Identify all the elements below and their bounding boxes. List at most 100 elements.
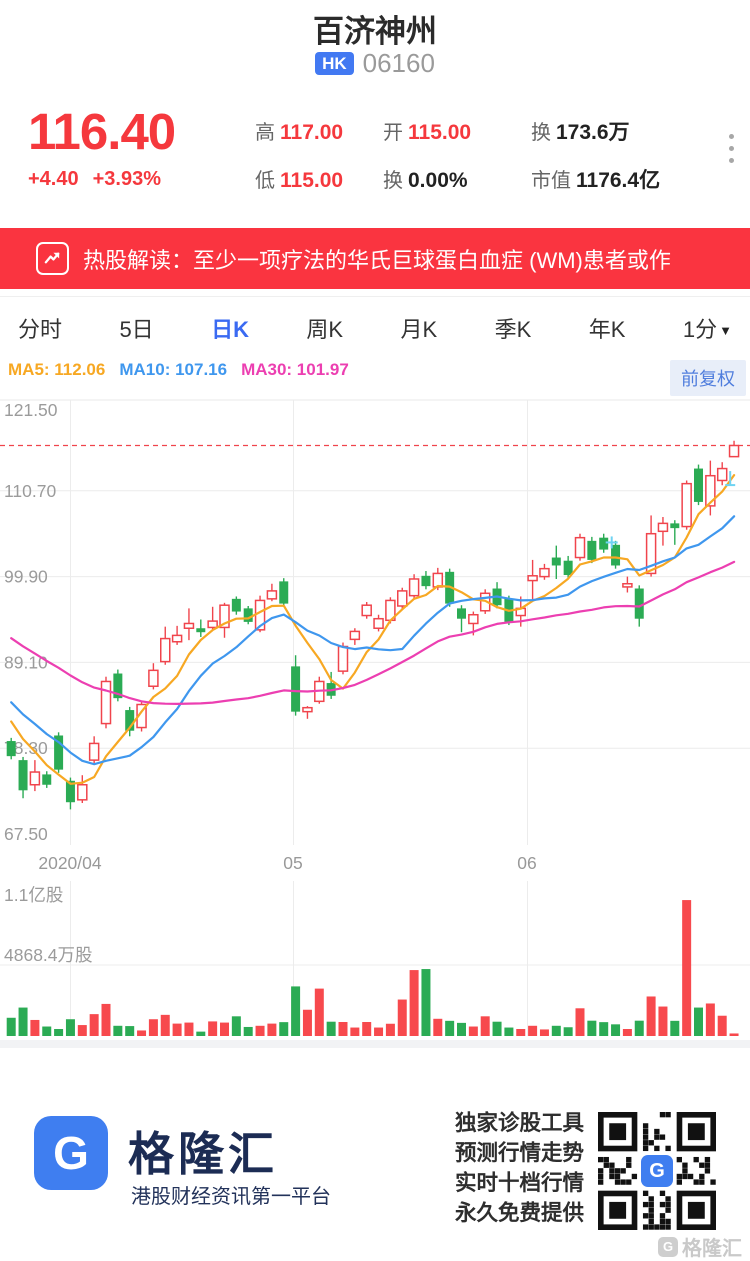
stat-market-cap: 市值 1176.4亿 bbox=[531, 164, 715, 194]
volume-bar bbox=[694, 1007, 703, 1036]
candle bbox=[171, 634, 183, 643]
volume-bar bbox=[397, 999, 407, 1036]
volume-bar bbox=[658, 1006, 668, 1036]
volume-bar bbox=[302, 1009, 312, 1036]
kline-svg: 121.50110.7099.9089.1078.3067.501.1亿股486… bbox=[0, 399, 750, 1036]
promo-line: 实时十档行情 bbox=[455, 1171, 585, 1195]
qr-center-logo: G bbox=[639, 1153, 675, 1189]
tab-minute[interactable]: 分时 bbox=[18, 317, 63, 342]
stat-label: 市值 bbox=[531, 170, 571, 192]
tab-yearly-k[interactable]: 年K bbox=[588, 317, 626, 342]
volume-bar bbox=[113, 1025, 123, 1036]
volume-tick-label: 1.1亿股 bbox=[4, 885, 63, 905]
stat-open: 开 115.00 bbox=[383, 116, 531, 146]
price-change: +4.40 +3.93% bbox=[28, 168, 175, 191]
candle bbox=[219, 604, 230, 629]
volume-bar bbox=[563, 1027, 573, 1036]
candle bbox=[457, 608, 466, 619]
candle bbox=[18, 760, 28, 791]
tab-monthly-k[interactable]: 月K bbox=[400, 317, 438, 342]
kline-chart[interactable]: 121.50 110.70 99.90 89.10 78.30 67.50 1.1亿股 486… bbox=[0, 398, 750, 1040]
brand-name: 格隆汇 bbox=[128, 1128, 278, 1180]
candle bbox=[148, 669, 159, 687]
volume-bar bbox=[231, 1016, 241, 1036]
volume-bar bbox=[42, 1026, 52, 1036]
tab-daily-k[interactable]: 日K bbox=[211, 317, 249, 342]
candle bbox=[231, 598, 241, 612]
volume-tick-label: 4868.4万股 bbox=[4, 945, 93, 965]
volume-bar bbox=[717, 1015, 727, 1036]
forward-adjust-button[interactable]: 前复权 bbox=[670, 360, 746, 396]
candle bbox=[88, 742, 100, 761]
interval-label: 1分 bbox=[682, 317, 718, 342]
ma30-value: MA30: 101.97 bbox=[241, 360, 349, 379]
promo-text: 独家诊股工具 预测行情走势 实时十档行情 永久免费提供 bbox=[455, 1108, 584, 1228]
ma-legend: MA5: 112.06 MA10: 107.16 MA30: 101.97 bbox=[8, 360, 349, 380]
tab-weekly-k[interactable]: 周K bbox=[306, 317, 344, 342]
candle bbox=[539, 567, 550, 578]
volume-bar bbox=[160, 1014, 170, 1036]
volume-bar bbox=[137, 1030, 147, 1036]
candle bbox=[645, 532, 657, 575]
candle bbox=[694, 468, 703, 502]
candle bbox=[599, 537, 609, 550]
tab-interval-dropdown[interactable]: 1分 ▼ bbox=[683, 312, 732, 344]
volume-bar bbox=[362, 1021, 372, 1036]
candle bbox=[183, 622, 195, 629]
stat-turnover-rate: 换 0.00% bbox=[383, 164, 531, 194]
volume-bar bbox=[243, 1026, 253, 1036]
stat-low: 低 115.00 bbox=[255, 164, 383, 194]
volume-bar bbox=[89, 1014, 99, 1036]
candle bbox=[65, 780, 75, 803]
candle bbox=[243, 608, 253, 622]
market-badge: HK bbox=[315, 52, 354, 75]
volume-bar bbox=[622, 1028, 632, 1036]
ma-line bbox=[10, 560, 736, 705]
stat-turnover-shares: 换 173.6万 bbox=[531, 116, 715, 146]
volume-bar bbox=[433, 1018, 443, 1036]
volume-bar bbox=[65, 1019, 75, 1036]
stat-label: 开 bbox=[383, 122, 403, 144]
volume-bar bbox=[457, 1022, 466, 1036]
chevron-down-icon: ▼ bbox=[719, 323, 732, 338]
promo-line: 预测行情走势 bbox=[455, 1141, 585, 1165]
stat-label: 换 bbox=[383, 170, 403, 192]
hot-news-text: 热股解读：至少一项疗法的华氏巨球蛋白血症 (WM)患者或作 bbox=[83, 247, 671, 273]
volume-bar bbox=[77, 1025, 87, 1036]
tab-quarterly-k[interactable]: 季K bbox=[494, 317, 532, 342]
volume-bar bbox=[409, 970, 419, 1036]
volume-bar bbox=[445, 1020, 455, 1036]
volume-bar bbox=[125, 1026, 135, 1036]
volume-bar bbox=[705, 1003, 715, 1036]
volume-bar bbox=[291, 986, 301, 1036]
volume-bar bbox=[551, 1025, 561, 1036]
volume-bar bbox=[196, 1031, 206, 1036]
candle bbox=[728, 444, 740, 458]
price-tick-label: 67.50 bbox=[4, 824, 48, 844]
volume-bar bbox=[634, 1020, 644, 1036]
change-percent: +3.93% bbox=[92, 168, 161, 190]
more-menu-icon[interactable] bbox=[729, 134, 734, 163]
candle bbox=[125, 710, 135, 731]
volume-bar bbox=[338, 1021, 348, 1036]
candle bbox=[716, 467, 728, 482]
candle bbox=[622, 583, 633, 588]
current-price: 116.40 bbox=[28, 103, 176, 160]
x-axis-label: 2020/04 bbox=[38, 853, 102, 873]
tab-5day[interactable]: 5日 bbox=[119, 317, 154, 342]
period-tab-bar: 分时 5日 日K 周K 月K 季K 年K 1分 ▼ bbox=[0, 303, 750, 353]
trend-arrow-icon bbox=[36, 242, 69, 275]
volume-bar bbox=[504, 1027, 514, 1036]
x-axis-label: 06 bbox=[517, 853, 536, 873]
volume-bar bbox=[492, 1021, 502, 1036]
hot-news-banner[interactable]: 热股解读：至少一项疗法的华氏巨球蛋白血症 (WM)患者或作 bbox=[0, 228, 750, 289]
promo-line: 永久免费提供 bbox=[455, 1201, 585, 1225]
candle bbox=[196, 628, 206, 633]
stat-label: 低 bbox=[255, 170, 275, 192]
volume-bar bbox=[18, 1007, 28, 1036]
page-title: 百济神州 bbox=[313, 14, 437, 49]
candle bbox=[670, 523, 680, 529]
candle bbox=[302, 706, 313, 713]
promo-line: 独家诊股工具 bbox=[455, 1111, 585, 1135]
change-amount: +4.40 bbox=[28, 168, 79, 190]
